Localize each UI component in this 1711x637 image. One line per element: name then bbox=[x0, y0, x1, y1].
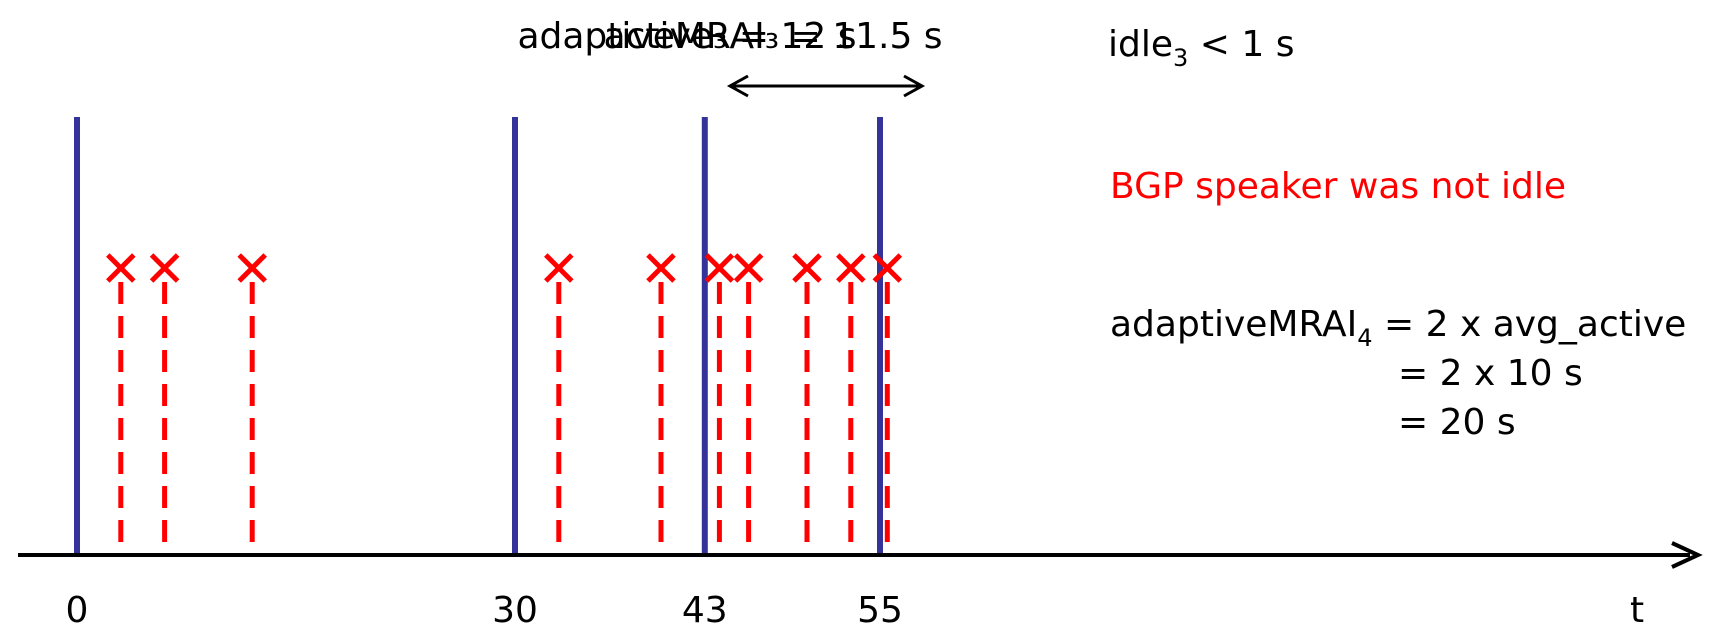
time-axis-arrowhead bbox=[1671, 541, 1703, 569]
adaptive-mrai-4-formula: adaptiveMRAI4 = 2 x avg_active bbox=[1110, 304, 1686, 352]
update-event-x-mark bbox=[733, 253, 764, 283]
tick-label: 55 bbox=[857, 590, 903, 631]
update-event-x-mark bbox=[544, 253, 574, 283]
time-axis-label: t bbox=[1630, 590, 1644, 631]
idle-base: idle bbox=[1108, 24, 1173, 65]
tick-label: 43 bbox=[682, 590, 728, 631]
interval-arrow bbox=[726, 74, 926, 98]
update-event-x-mark bbox=[237, 253, 267, 283]
update-event-x-mark bbox=[704, 253, 735, 283]
update-event-marks bbox=[106, 253, 903, 283]
update-event-x-mark bbox=[836, 253, 866, 283]
update-event-x-mark bbox=[872, 253, 903, 283]
adaptive-mrai-3-label: adaptiveMRAI₃ = 11.5 s bbox=[517, 16, 942, 57]
tick-labels: 0 30 43 55 bbox=[66, 590, 903, 631]
mrai-line1-rest: = 2 x avg_active bbox=[1373, 304, 1687, 345]
mrai-subscript: 4 bbox=[1357, 324, 1372, 352]
idle-rest: < 1 s bbox=[1188, 24, 1294, 65]
mrai-base: adaptiveMRAI bbox=[1110, 304, 1357, 345]
tick-label: 30 bbox=[492, 590, 538, 631]
update-event-x-mark bbox=[106, 253, 136, 283]
active-interval-label: active₃ = 12 s bbox=[604, 16, 857, 57]
idle-subscript: 3 bbox=[1173, 44, 1188, 72]
update-event-x-mark bbox=[149, 253, 180, 283]
timer-lines bbox=[74, 117, 883, 555]
tick-label: 0 bbox=[66, 590, 89, 631]
not-idle-warning: BGP speaker was not idle bbox=[1110, 166, 1566, 207]
update-event-lines bbox=[118, 282, 890, 552]
update-event-x-mark bbox=[646, 253, 676, 283]
adaptive-mrai-4-line2: = 2 x 10 s bbox=[1398, 353, 1583, 394]
idle-annotation: idle3 < 1 s bbox=[1108, 24, 1294, 72]
adaptive-mrai-4-line3: = 20 s bbox=[1398, 402, 1516, 443]
update-event-x-mark bbox=[792, 253, 822, 283]
